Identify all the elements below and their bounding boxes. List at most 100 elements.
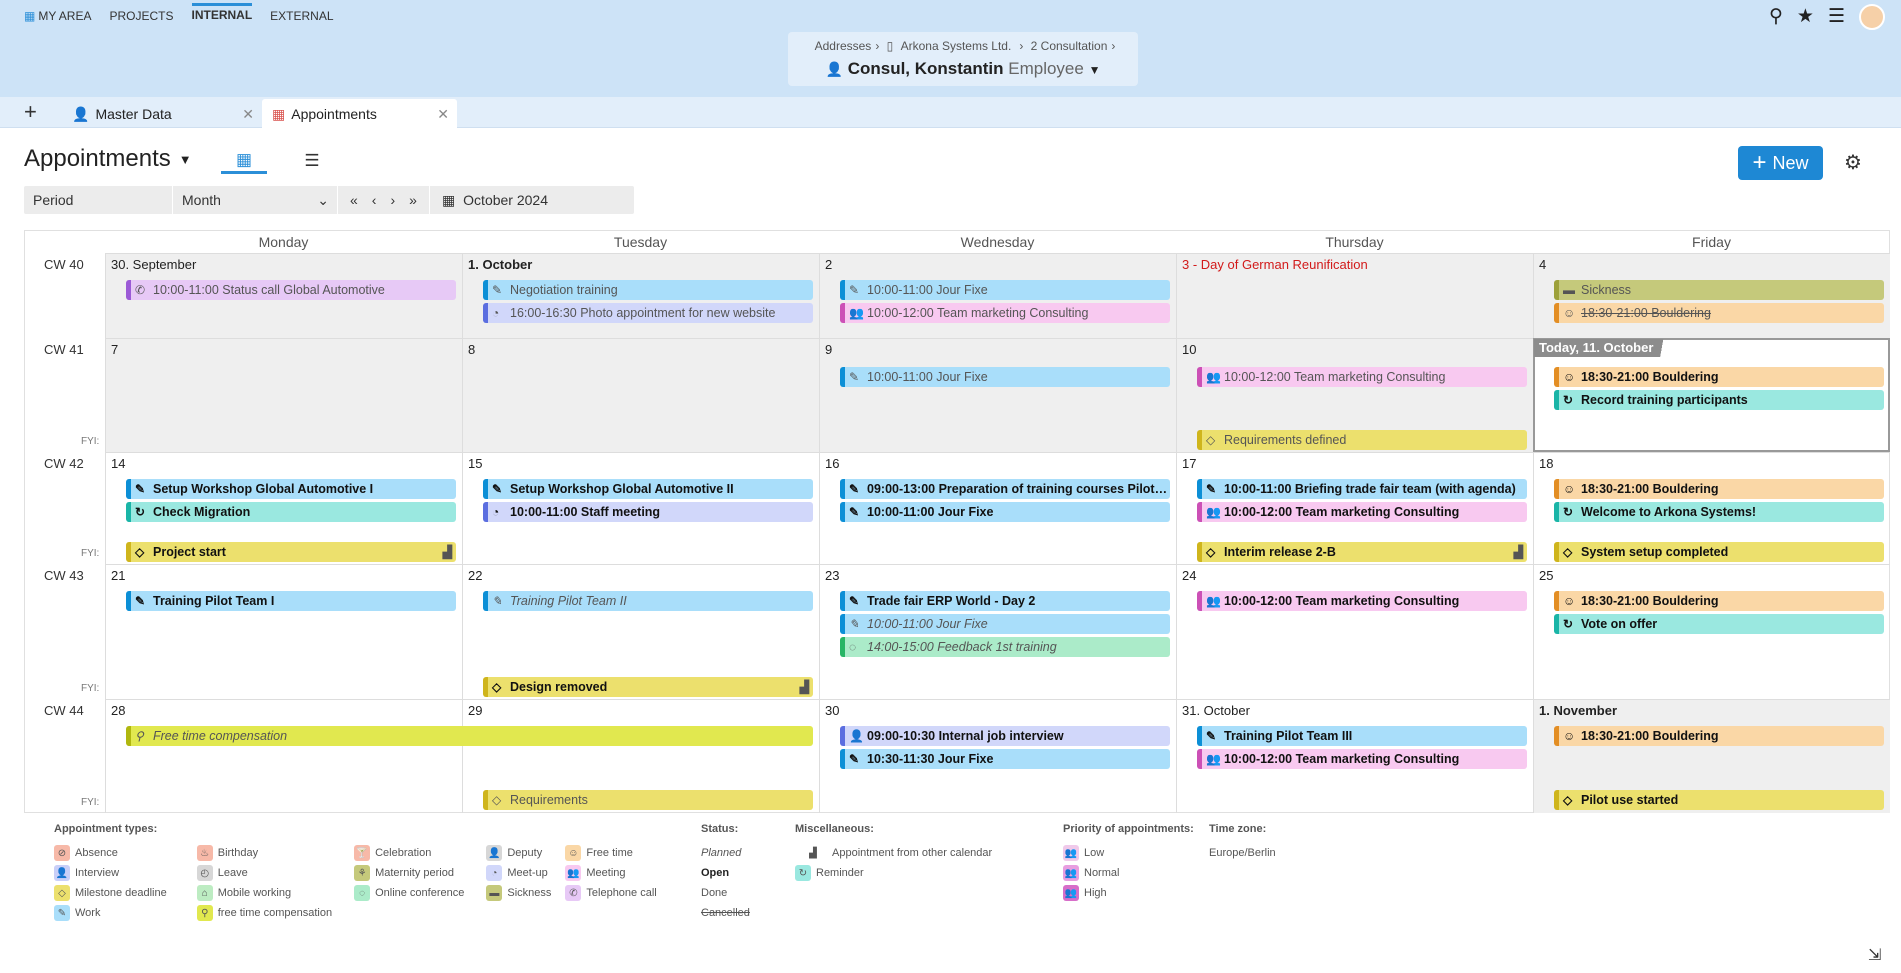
legend-status: Status: Planned Open Done Cancelled	[701, 823, 750, 923]
person-selector[interactable]: 👤 Consul, Konstantin Employee ▼	[788, 59, 1138, 79]
day-cell[interactable]: 7	[105, 338, 462, 452]
appointment[interactable]: ✎ 09:00-13:00 Preparation of training cou…	[840, 479, 1170, 499]
appointment[interactable]: ✎ Training Pilot Team III	[1197, 726, 1527, 746]
day-number: 17	[1182, 456, 1197, 471]
maternity-icon: ⚘	[354, 865, 371, 881]
milestone[interactable]: ◇ Requirements defined	[1197, 430, 1527, 450]
page-title[interactable]: Appointments ▼	[24, 145, 192, 172]
menu-icon[interactable]: ☰	[1827, 6, 1845, 27]
calendar-view-icon[interactable]: ▦	[221, 148, 267, 174]
add-tab-icon[interactable]: +	[24, 99, 37, 124]
today-cell[interactable]: Today, 11. October	[1533, 338, 1890, 452]
day-cell[interactable]: 24	[1176, 564, 1533, 699]
nav-projects[interactable]: PROJECTS	[109, 9, 174, 23]
appointment[interactable]: 👥 10:00-12:00 Team marketing Consulting	[840, 303, 1170, 323]
appointment[interactable]: ▬ Sickness	[1554, 280, 1884, 300]
appointment[interactable]: ✆ 10:00-11:00 Status call Global Automoti…	[126, 280, 456, 300]
weekday-header: Thursday	[1325, 234, 1384, 250]
search-icon[interactable]: ⚲	[1768, 6, 1783, 27]
appointment[interactable]: ✎ 10:00-11:00 Jour Fixe	[840, 280, 1170, 300]
day-cell[interactable]: 8	[462, 338, 819, 452]
appointment[interactable]: ✎ Trade fair ERP World - Day 2	[840, 591, 1170, 611]
day-number: 10	[1182, 342, 1197, 357]
day-cell[interactable]: 3 - Day of German Reunification	[1176, 253, 1533, 338]
day-cell[interactable]: 31. October	[1176, 699, 1533, 813]
reminder[interactable]: ↻ Record training participants	[1554, 390, 1884, 410]
appointment[interactable]: ✎ 10:00-11:00 Jour Fixe	[840, 367, 1170, 387]
work-icon: ✎	[849, 505, 860, 519]
appointment[interactable]: ☺ 18:30-21:00 Bouldering	[1554, 591, 1884, 611]
appointment[interactable]: ◌ 14:00-15:00 Feedback 1st training	[840, 637, 1170, 657]
reminder[interactable]: ↻ Vote on offer	[1554, 614, 1884, 634]
nav-external[interactable]: EXTERNAL	[270, 9, 334, 23]
appointment[interactable]: ✎ 10:00-11:00 Jour Fixe	[840, 614, 1170, 634]
milestone[interactable]: ◇ Requirements	[483, 790, 813, 810]
appointment[interactable]: ☺ 18:30-21:00 Bouldering	[1554, 367, 1884, 387]
milestone[interactable]: ◇ Interim release 2-B ▟	[1197, 542, 1527, 562]
day-cell[interactable]: 18	[1533, 452, 1890, 564]
appointment[interactable]: 👥 10:00-12:00 Team marketing Consulting	[1197, 502, 1527, 522]
milestone[interactable]: ◇ System setup completed	[1554, 542, 1884, 562]
list-view-icon[interactable]: ☰	[304, 151, 320, 170]
appointment[interactable]: ✎ 10:00-11:00 Briefing trade fair team (w…	[1197, 479, 1527, 499]
star-icon[interactable]: ★	[1796, 6, 1814, 27]
period-mode-select[interactable]: Month ⌄	[172, 186, 337, 214]
breadcrumb-addresses[interactable]: Addresses	[814, 39, 872, 53]
tab-master-data[interactable]: 👤 Master Data ✕	[72, 105, 254, 123]
last-period-icon[interactable]: »	[409, 192, 417, 208]
day-cell[interactable]: 22	[462, 564, 819, 699]
appointment[interactable]: ✎ 10:00-11:00 Jour Fixe	[840, 502, 1170, 522]
milestone[interactable]: ◇ Design removed ▟	[483, 677, 813, 697]
appointment[interactable]: ⚲ Free time compensation	[126, 726, 813, 746]
day-cell[interactable]: 30	[819, 699, 1176, 813]
reminder[interactable]: ↻ Welcome to Arkona Systems!	[1554, 502, 1884, 522]
tab-appointments[interactable]: ▦ Appointments ✕	[262, 99, 457, 129]
day-cell[interactable]: 9	[819, 338, 1176, 452]
appointment[interactable]: 👥 10:00-12:00 Team marketing Consulting	[1197, 367, 1527, 387]
appointment[interactable]: ✎ Negotiation training	[483, 280, 813, 300]
milestone-icon: ◇	[1563, 793, 1573, 807]
appointment[interactable]: ✎ Training Pilot Team II	[483, 591, 813, 611]
day-cell[interactable]: 15	[462, 452, 819, 564]
export-icon[interactable]: ⇲	[1868, 947, 1882, 964]
day-cell[interactable]: 16	[819, 452, 1176, 564]
appointment[interactable]: 👤 09:00-10:30 Internal job interview	[840, 726, 1170, 746]
appointment[interactable]: ✎ Setup Workshop Global Automotive I	[126, 479, 456, 499]
milestone-icon: ◇	[492, 793, 502, 807]
first-period-icon[interactable]: «	[350, 192, 358, 208]
day-cell[interactable]: 21	[105, 564, 462, 699]
next-period-icon[interactable]: ›	[390, 192, 396, 208]
breadcrumb-consultation[interactable]: 2 Consultation	[1030, 39, 1108, 53]
work-icon: ✎	[492, 482, 503, 496]
filter-settings-icon[interactable]: ⚙	[1844, 152, 1862, 174]
appointment[interactable]: 👥 10:00-12:00 Team marketing Consulting	[1197, 749, 1527, 769]
day-cell[interactable]: 25	[1533, 564, 1890, 699]
appointment[interactable]: ✎ Training Pilot Team I	[126, 591, 456, 611]
milestone[interactable]: ◇ Project start ▟	[126, 542, 456, 562]
day-cell[interactable]: 28	[105, 699, 462, 813]
avatar[interactable]	[1859, 4, 1885, 30]
previous-period-icon[interactable]: ‹	[371, 192, 377, 208]
new-button[interactable]: + New	[1738, 146, 1823, 180]
day-cell[interactable]: 29	[462, 699, 819, 813]
breadcrumb-company[interactable]: ▯ Arkona Systems Ltd.	[886, 39, 1012, 53]
day-cell[interactable]: 14	[105, 452, 462, 564]
appointment[interactable]: ◔ 16:00-16:30 Photo appointment for new w…	[483, 303, 813, 323]
appointment[interactable]: ✎ Setup Workshop Global Automotive II	[483, 479, 813, 499]
close-icon[interactable]: ✕	[242, 105, 254, 122]
nav-internal[interactable]: INTERNAL	[191, 3, 253, 23]
day-number: 7	[111, 342, 119, 357]
month-picker[interactable]: ▦ October 2024	[441, 191, 549, 209]
appointment[interactable]: ✎ 10:30-11:30 Jour Fixe	[840, 749, 1170, 769]
appointment[interactable]: ☺ 18:30-21:00 Bouldering	[1554, 303, 1884, 323]
close-icon[interactable]: ✕	[437, 105, 449, 122]
appointment[interactable]: ☺ 18:30-21:00 Bouldering	[1554, 726, 1884, 746]
nav-my-area[interactable]: ▦ MY AREA	[24, 6, 91, 26]
appointment[interactable]: 👥 10:00-12:00 Team marketing Consulting	[1197, 591, 1527, 611]
day-cell[interactable]: 23	[819, 564, 1176, 699]
day-cell[interactable]: 17	[1176, 452, 1533, 564]
appointment[interactable]: ☺ 18:30-21:00 Bouldering	[1554, 479, 1884, 499]
milestone[interactable]: ◇ Pilot use started	[1554, 790, 1884, 810]
appointment[interactable]: ◔ 10:00-11:00 Staff meeting	[483, 502, 813, 522]
reminder[interactable]: ↻ Check Migration	[126, 502, 456, 522]
